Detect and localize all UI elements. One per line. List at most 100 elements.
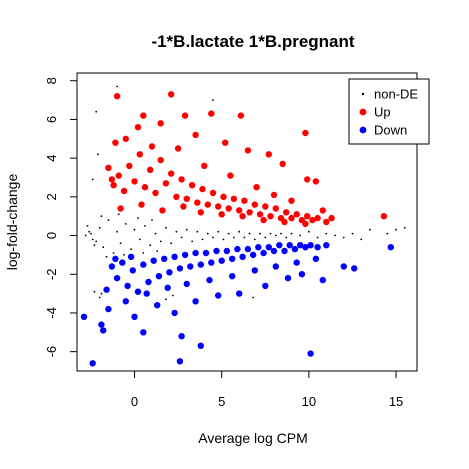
data-point bbox=[212, 99, 214, 101]
data-point bbox=[304, 176, 311, 183]
data-point bbox=[168, 170, 175, 177]
data-point bbox=[325, 232, 328, 235]
data-point bbox=[162, 180, 170, 187]
data-point bbox=[283, 209, 290, 216]
data-point bbox=[244, 245, 252, 253]
data-point bbox=[236, 290, 243, 297]
data-point bbox=[136, 151, 143, 158]
x-axis-label: Average log CPM bbox=[198, 430, 307, 446]
data-point bbox=[131, 178, 138, 185]
data-point bbox=[251, 201, 258, 208]
data-point bbox=[243, 236, 246, 239]
data-point bbox=[328, 214, 335, 222]
data-point bbox=[95, 110, 98, 113]
data-point bbox=[89, 360, 96, 367]
data-point bbox=[130, 248, 133, 251]
data-point bbox=[123, 254, 125, 256]
data-point bbox=[252, 296, 255, 299]
data-point bbox=[80, 313, 88, 320]
y-tick-label: 8 bbox=[44, 77, 59, 84]
data-point bbox=[138, 238, 141, 241]
data-point bbox=[302, 220, 309, 228]
data-point bbox=[255, 244, 262, 251]
data-point bbox=[112, 252, 115, 254]
data-point bbox=[166, 269, 173, 276]
x-axis: 0 5 10 15 bbox=[131, 370, 403, 409]
data-point bbox=[157, 156, 164, 164]
data-point bbox=[164, 284, 171, 291]
data-point bbox=[185, 228, 188, 231]
data-point bbox=[142, 252, 145, 254]
legend-item-up: Up bbox=[359, 105, 391, 120]
data-point bbox=[208, 259, 215, 266]
data-point bbox=[227, 232, 230, 235]
y-axis: -6 -4 -2 0 2 4 6 8 bbox=[44, 77, 78, 358]
x-tick-label: 15 bbox=[389, 394, 403, 409]
data-point bbox=[281, 247, 288, 255]
data-point bbox=[137, 217, 139, 220]
data-point bbox=[230, 195, 238, 202]
data-point bbox=[115, 172, 123, 179]
data-point bbox=[108, 176, 116, 183]
data-point bbox=[116, 230, 118, 233]
data-point bbox=[227, 172, 234, 179]
data-point bbox=[256, 211, 264, 218]
data-point bbox=[238, 230, 241, 233]
legend-label: Down bbox=[374, 123, 407, 138]
data-point bbox=[288, 197, 295, 204]
data-point bbox=[270, 191, 278, 199]
data-point bbox=[113, 93, 121, 100]
data-point bbox=[302, 129, 309, 137]
data-point bbox=[248, 232, 251, 235]
data-point bbox=[265, 244, 272, 251]
data-point bbox=[369, 228, 371, 231]
data-point bbox=[403, 226, 406, 229]
data-point bbox=[253, 238, 256, 241]
data-point bbox=[152, 189, 159, 197]
data-point bbox=[260, 216, 267, 224]
data-point bbox=[387, 244, 394, 251]
data-point bbox=[105, 255, 108, 258]
data-point bbox=[234, 245, 241, 253]
data-point bbox=[183, 280, 190, 288]
data-point bbox=[117, 213, 120, 216]
data-point bbox=[323, 218, 330, 226]
data-point bbox=[93, 290, 96, 293]
data-point bbox=[159, 240, 162, 243]
data-point bbox=[360, 238, 363, 241]
data-point bbox=[298, 271, 306, 278]
data-point bbox=[140, 261, 147, 268]
data-point bbox=[172, 294, 174, 297]
data-point bbox=[144, 225, 146, 227]
data-point bbox=[180, 203, 187, 210]
data-point bbox=[233, 236, 235, 239]
data-point bbox=[151, 219, 153, 222]
data-point bbox=[105, 164, 112, 171]
data-point bbox=[98, 226, 101, 229]
points-layer bbox=[80, 85, 406, 367]
data-point bbox=[299, 234, 302, 237]
y-tick-label: -4 bbox=[44, 307, 59, 319]
data-point bbox=[124, 223, 127, 225]
data-point bbox=[290, 232, 293, 235]
data-point bbox=[84, 234, 87, 237]
y-tick-label: 0 bbox=[44, 232, 59, 239]
data-point bbox=[181, 112, 189, 119]
data-point bbox=[218, 257, 225, 264]
data-point bbox=[112, 255, 119, 262]
data-point bbox=[259, 232, 261, 235]
data-point bbox=[122, 135, 129, 142]
data-point bbox=[239, 213, 246, 220]
data-point bbox=[165, 298, 167, 301]
y-tick-label: -6 bbox=[44, 346, 59, 358]
data-point bbox=[161, 255, 168, 262]
data-point bbox=[197, 261, 204, 268]
data-point bbox=[93, 244, 96, 247]
legend-marker bbox=[359, 126, 367, 134]
series-non-de bbox=[84, 85, 406, 301]
data-point bbox=[286, 242, 293, 249]
data-point bbox=[98, 296, 101, 299]
data-point bbox=[319, 276, 326, 284]
data-point bbox=[262, 203, 269, 210]
data-point bbox=[197, 342, 204, 349]
